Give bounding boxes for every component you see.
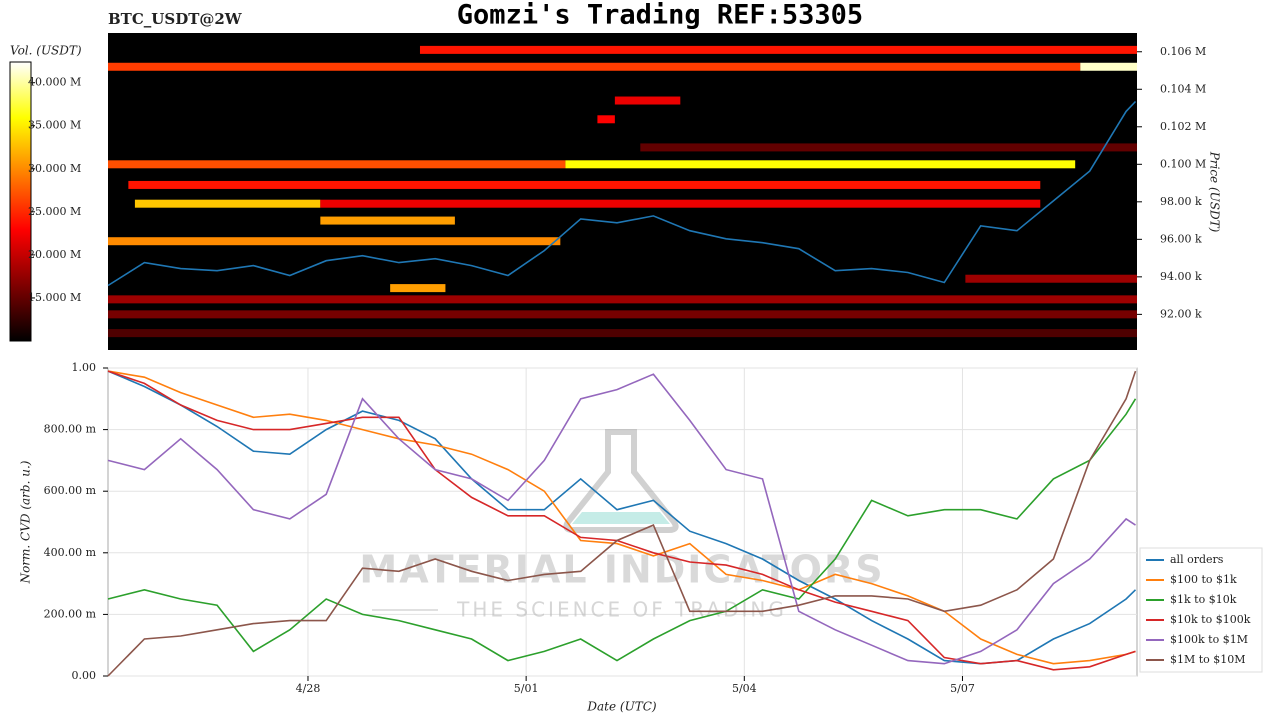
legend-label: $100k to $1M <box>1170 633 1248 646</box>
y-tick-label: 94.00 k <box>1160 270 1202 283</box>
price-line <box>107 100 1137 287</box>
symbol: BTC_USDT@2W <box>108 10 243 28</box>
watermark-logo <box>372 429 679 611</box>
heatmap-cell <box>565 160 1076 169</box>
legend-label: $10k to $100k <box>1170 613 1251 626</box>
cvd-line <box>107 370 1136 665</box>
y-tick-label: 600.00 m <box>44 484 97 497</box>
x-tick-label: 5/01 <box>514 682 539 695</box>
colorbar-tick-label: 30.000 M <box>28 162 81 175</box>
cvd-line <box>107 370 1137 677</box>
y-tick-label: 96.00 k <box>1160 232 1202 245</box>
legend <box>1139 547 1263 673</box>
heatmap-cell <box>320 199 1041 208</box>
heatmap-cell <box>419 45 1138 54</box>
heatmap-cells <box>108 45 1138 338</box>
heatmap-cell <box>390 284 446 293</box>
y-axis-label: Norm. CVD (arb. u.) <box>19 460 33 584</box>
watermark-subtitle: THE SCIENCE OF TRADING <box>456 598 787 622</box>
heatmap-cell <box>108 295 1137 304</box>
y-tick-label: 98.00 k <box>1160 195 1202 208</box>
colorbar-tick-label: 35.000 M <box>28 119 81 132</box>
heatmap-cell <box>108 160 566 169</box>
colorbar-tick-label: 20.000 M <box>28 248 81 261</box>
x-tick-label: 5/04 <box>732 682 757 695</box>
heatmap-cell <box>108 329 1137 338</box>
x-tick-label: 5/07 <box>950 682 975 695</box>
y-tick-label: 0.100 M <box>1160 157 1206 170</box>
cvd-line <box>107 373 1136 665</box>
y-tick-label: 800.00 m <box>44 423 97 436</box>
cvd-area <box>107 367 1138 677</box>
y-tick-label: 400.00 m <box>44 546 97 559</box>
y-tick-label: 200.00 m <box>44 607 97 620</box>
heatmap-cell <box>108 237 561 246</box>
y-tick-label: 0.106 M <box>1160 45 1206 58</box>
y-tick-label: 1.00 <box>72 361 97 374</box>
y-tick-label: 0.104 M <box>1160 82 1206 95</box>
colorbar-label: Vol. (USDT) <box>10 44 82 58</box>
colorbar <box>9 61 32 342</box>
x-tick-label: 4/28 <box>296 682 321 695</box>
heatmap-cell <box>128 180 1041 189</box>
heatmap-cell <box>965 274 1137 283</box>
y-tick-label: 92.00 k <box>1160 307 1202 320</box>
legend-label: $1M to $10M <box>1170 653 1246 666</box>
colorbar-tick-label: 40.000 M <box>28 76 81 89</box>
heatmap-cell <box>614 96 681 105</box>
legend-label: all orders <box>1170 553 1224 566</box>
watermark-title: MATERIAL INDICATORS <box>359 548 884 592</box>
legend-label: $1k to $10k <box>1170 593 1237 606</box>
chart-title: Gomzi's Trading REF:53305 <box>457 0 863 31</box>
heatmap-cell <box>640 143 1137 152</box>
x-axis-label: Date (UTC) <box>586 700 656 714</box>
legend-label: $100 to $1k <box>1170 573 1237 586</box>
colorbar-tick-label: 25.000 M <box>28 205 81 218</box>
cvd-line <box>107 398 1137 662</box>
flask-liquid <box>572 512 670 524</box>
y-axis-label: Price (USDT) <box>1208 151 1222 233</box>
heatmap-cell <box>597 115 615 124</box>
y-tick-label: 0.102 M <box>1160 120 1206 133</box>
heatmap-cell <box>1080 62 1137 71</box>
heatmap-cell <box>320 216 455 225</box>
y-tick-label: 0.00 <box>72 669 97 682</box>
flask <box>563 429 679 533</box>
heatmap-cell <box>134 199 321 208</box>
colorbar-tick-label: 15.000 M <box>28 291 81 304</box>
heatmap-cell <box>108 62 1081 71</box>
heatmap-cell <box>108 310 1137 319</box>
cvd-line <box>107 370 1136 671</box>
